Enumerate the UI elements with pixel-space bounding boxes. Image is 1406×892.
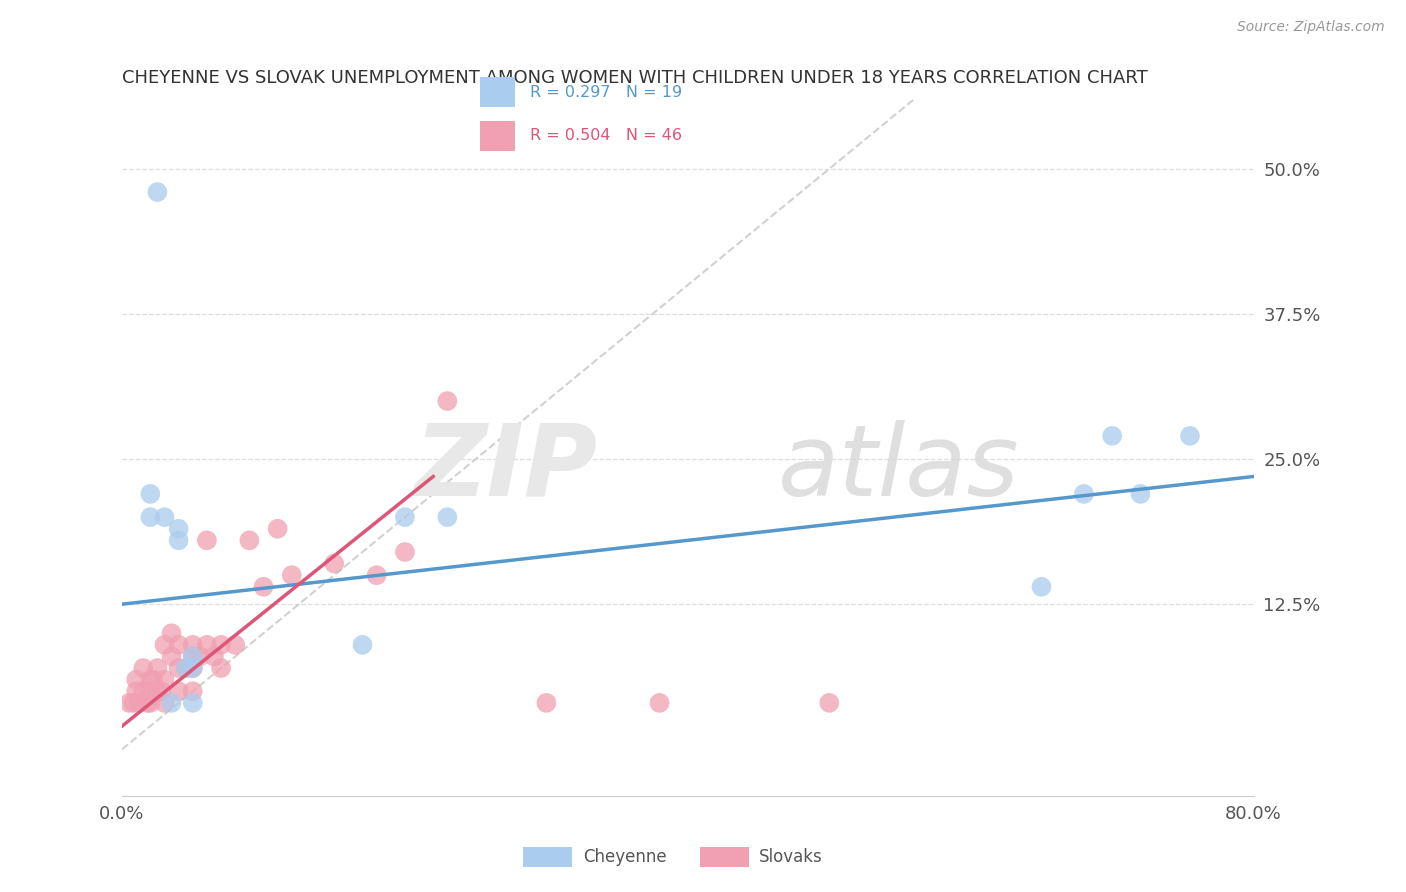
Point xyxy=(146,661,169,675)
Point xyxy=(128,696,150,710)
Point xyxy=(209,638,232,652)
Point xyxy=(394,510,416,524)
Point xyxy=(132,684,155,698)
Point xyxy=(146,185,169,199)
Text: Source: ZipAtlas.com: Source: ZipAtlas.com xyxy=(1237,20,1385,34)
Point xyxy=(167,533,190,548)
Point xyxy=(1073,487,1095,501)
Point xyxy=(153,696,176,710)
Point xyxy=(352,638,374,652)
Point xyxy=(160,626,183,640)
Point xyxy=(118,696,141,710)
Point xyxy=(139,696,162,710)
Point xyxy=(125,684,148,698)
FancyBboxPatch shape xyxy=(479,121,516,152)
Point xyxy=(818,696,841,710)
Text: Slovaks: Slovaks xyxy=(759,848,823,866)
Point xyxy=(1101,429,1123,443)
Point xyxy=(181,696,204,710)
Point xyxy=(150,684,173,698)
FancyBboxPatch shape xyxy=(479,78,516,107)
Text: R = 0.504   N = 46: R = 0.504 N = 46 xyxy=(530,128,682,143)
Text: R = 0.297   N = 19: R = 0.297 N = 19 xyxy=(530,85,682,100)
Text: ZIP: ZIP xyxy=(415,420,598,516)
Point xyxy=(167,684,190,698)
Point xyxy=(1129,487,1152,501)
Text: CHEYENNE VS SLOVAK UNEMPLOYMENT AMONG WOMEN WITH CHILDREN UNDER 18 YEARS CORRELA: CHEYENNE VS SLOVAK UNEMPLOYMENT AMONG WO… xyxy=(122,69,1147,87)
Point xyxy=(146,684,169,698)
Point xyxy=(139,684,162,698)
Point xyxy=(174,661,197,675)
Point xyxy=(181,684,204,698)
Point xyxy=(167,638,190,652)
Point xyxy=(160,696,183,710)
Point xyxy=(224,638,246,652)
Point xyxy=(153,510,176,524)
Point xyxy=(181,649,204,664)
Point xyxy=(1178,429,1201,443)
Point xyxy=(142,673,165,687)
Point xyxy=(181,649,204,664)
Point xyxy=(366,568,388,582)
Point xyxy=(160,649,183,664)
Point xyxy=(323,557,346,571)
Point xyxy=(436,510,458,524)
Point xyxy=(122,696,145,710)
Point xyxy=(238,533,260,548)
Point xyxy=(648,696,671,710)
Point xyxy=(136,696,159,710)
Point xyxy=(174,661,197,675)
Point xyxy=(436,394,458,409)
Point xyxy=(252,580,274,594)
Point xyxy=(153,673,176,687)
Point xyxy=(266,522,288,536)
Point xyxy=(125,673,148,687)
Point xyxy=(394,545,416,559)
Point xyxy=(153,638,176,652)
Point xyxy=(167,522,190,536)
Point xyxy=(202,649,225,664)
Point xyxy=(139,487,162,501)
Point xyxy=(195,533,218,548)
Point xyxy=(139,673,162,687)
Text: Cheyenne: Cheyenne xyxy=(583,848,666,866)
Point xyxy=(181,661,204,675)
Point xyxy=(195,638,218,652)
Point xyxy=(536,696,558,710)
Point xyxy=(139,510,162,524)
Point xyxy=(132,661,155,675)
Point xyxy=(188,649,211,664)
Text: atlas: atlas xyxy=(779,420,1019,516)
Point xyxy=(209,661,232,675)
Point xyxy=(281,568,304,582)
Point xyxy=(1031,580,1053,594)
Point xyxy=(181,638,204,652)
Point xyxy=(181,661,204,675)
Point xyxy=(167,661,190,675)
